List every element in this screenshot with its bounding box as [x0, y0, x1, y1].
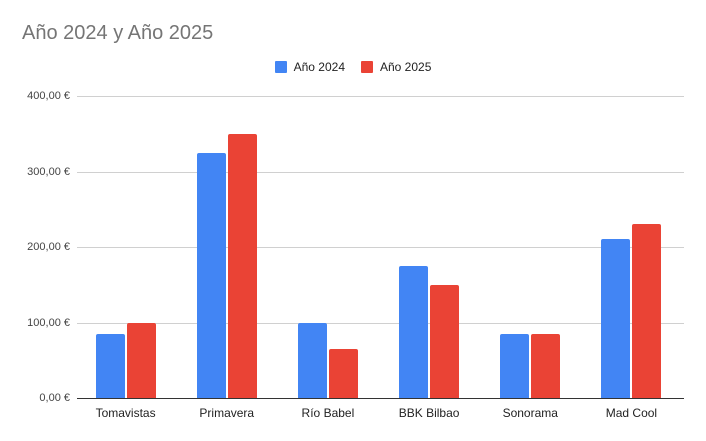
legend: Año 2024 Año 2025	[0, 60, 706, 74]
x-tick-label: Sonorama	[502, 406, 558, 420]
legend-label-2025: Año 2025	[380, 60, 432, 74]
bar-mad-cool-año-2024[interactable]	[601, 239, 631, 398]
chart-title: Año 2024 y Año 2025	[22, 22, 214, 44]
plot-area	[77, 96, 684, 399]
bar-río-babel-año-2025[interactable]	[328, 348, 358, 398]
bar-bbk-bilbao-año-2024[interactable]	[399, 265, 429, 398]
legend-item-2024[interactable]: Año 2024	[274, 60, 345, 74]
y-tick-label: 0,00 €	[39, 392, 70, 404]
bar-primavera-año-2024[interactable]	[196, 152, 226, 398]
gridline	[77, 322, 684, 324]
bar-sonorama-año-2025[interactable]	[531, 333, 561, 398]
bar-río-babel-año-2024[interactable]	[297, 322, 327, 398]
y-tick-label: 400,00 €	[27, 90, 70, 102]
bar-tomavistas-año-2025[interactable]	[126, 322, 156, 398]
y-tick-label: 300,00 €	[27, 165, 70, 178]
legend-item-2025[interactable]: Año 2025	[361, 60, 431, 74]
x-tick-label: Río Babel	[301, 406, 355, 420]
gridline	[77, 247, 684, 248]
gridline	[77, 171, 684, 173]
y-tick-label: 200,00 €	[27, 241, 70, 253]
x-tick-label: Primavera	[199, 406, 255, 420]
x-tick-label: Mad Cool	[605, 406, 658, 420]
bar-mad-cool-año-2025[interactable]	[632, 224, 662, 398]
legend-label-2024: Año 2024	[293, 60, 345, 74]
bar-bbk-bilbao-año-2025[interactable]	[430, 284, 460, 398]
bar-tomavistas-año-2024[interactable]	[95, 333, 125, 398]
gridline	[77, 96, 684, 97]
y-tick-label: 100,00 €	[27, 316, 70, 329]
bar-sonorama-año-2024[interactable]	[500, 333, 530, 398]
legend-swatch-2025	[361, 61, 373, 73]
legend-swatch-2024	[274, 61, 287, 73]
x-tick-label: BBK Bilbao	[398, 406, 460, 420]
x-tick-label: Tomavistas	[95, 406, 156, 420]
bar-primavera-año-2025[interactable]	[227, 133, 257, 398]
x-axis-line	[77, 398, 684, 399]
